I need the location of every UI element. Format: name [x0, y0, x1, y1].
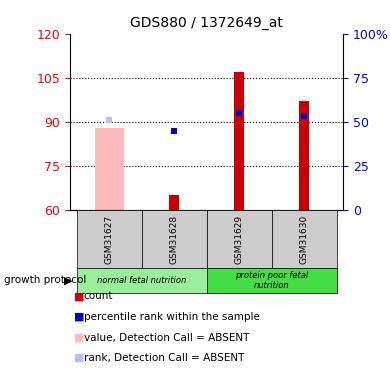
Text: GSM31628: GSM31628: [170, 214, 179, 264]
Text: GSM31627: GSM31627: [105, 214, 114, 264]
Title: GDS880 / 1372649_at: GDS880 / 1372649_at: [130, 16, 283, 30]
Text: count: count: [84, 291, 113, 301]
Text: growth protocol: growth protocol: [4, 275, 86, 285]
Text: ▶: ▶: [64, 275, 73, 285]
Text: percentile rank within the sample: percentile rank within the sample: [84, 312, 260, 322]
Bar: [234, 72, 244, 210]
Text: ■: ■: [74, 312, 85, 322]
Bar: [299, 101, 309, 210]
Text: GSM31629: GSM31629: [235, 214, 244, 264]
Text: rank, Detection Call = ABSENT: rank, Detection Call = ABSENT: [84, 353, 244, 363]
Bar: [169, 195, 179, 210]
Text: ■: ■: [74, 291, 85, 301]
Text: ■: ■: [74, 353, 85, 363]
Text: normal fetal nutrition: normal fetal nutrition: [97, 276, 186, 285]
Bar: [94, 128, 124, 210]
Text: value, Detection Call = ABSENT: value, Detection Call = ABSENT: [84, 333, 249, 342]
Text: GSM31630: GSM31630: [300, 214, 309, 264]
Text: ■: ■: [74, 333, 85, 342]
Text: protein poor fetal
nutrition: protein poor fetal nutrition: [235, 271, 308, 290]
